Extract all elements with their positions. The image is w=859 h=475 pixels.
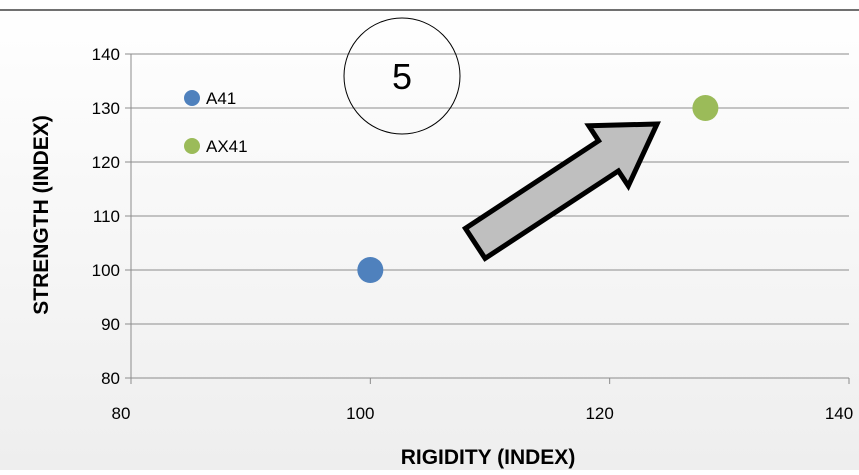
data-point-a41	[357, 257, 384, 283]
x-tick-label: 120	[585, 404, 613, 423]
y-tick-label: 90	[101, 315, 120, 334]
y-tick-label: 110	[93, 207, 120, 226]
x-tick-label: 80	[112, 404, 131, 423]
legend-marker-ax41	[184, 138, 200, 154]
y-tick-label: 80	[101, 369, 120, 388]
number-badge-circle	[343, 17, 461, 135]
x-tick-label: 100	[346, 404, 374, 423]
trend-arrow	[461, 121, 661, 262]
y-tick-label: 100	[92, 261, 120, 280]
legend-label-a41: A41	[206, 89, 236, 108]
x-axis-title: RIGIDITY (INDEX)	[401, 446, 576, 469]
legend-label-ax41: AX41	[206, 137, 248, 156]
number-badge-label: 5	[392, 56, 412, 97]
data-point-ax41	[692, 95, 719, 121]
y-axis-title: STRENGTH (INDEX)	[30, 115, 53, 315]
y-tick-label: 130	[92, 99, 120, 118]
legend-marker-a41	[184, 90, 200, 106]
x-tick-label: 140	[825, 404, 853, 423]
y-tick-label: 140	[92, 45, 120, 64]
y-tick-label: 120	[92, 153, 120, 172]
